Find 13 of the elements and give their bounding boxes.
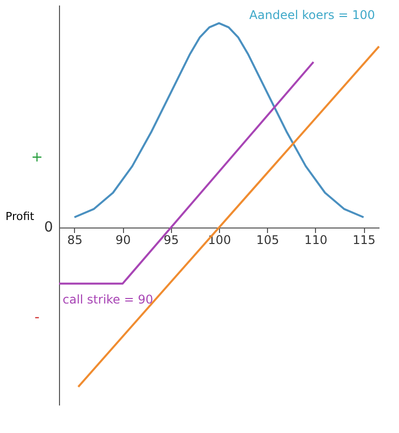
text: - xyxy=(34,309,40,326)
x-tick-label: 110 xyxy=(304,232,328,247)
text: + xyxy=(31,149,43,166)
x-tick-label: 115 xyxy=(352,232,376,247)
annotation: call strike = 90 xyxy=(62,292,154,307)
x-tick-label: 95 xyxy=(164,232,179,247)
x-tick-label: 100 xyxy=(208,232,231,247)
text: Aandeel koers = 100 xyxy=(249,8,375,22)
text: 0 xyxy=(44,219,53,236)
y-axis-title: Profit xyxy=(6,210,35,223)
x-tick-label: 105 xyxy=(256,232,280,247)
x-tick-label: 85 xyxy=(67,232,83,247)
x-tick-label: 90 xyxy=(115,232,131,247)
